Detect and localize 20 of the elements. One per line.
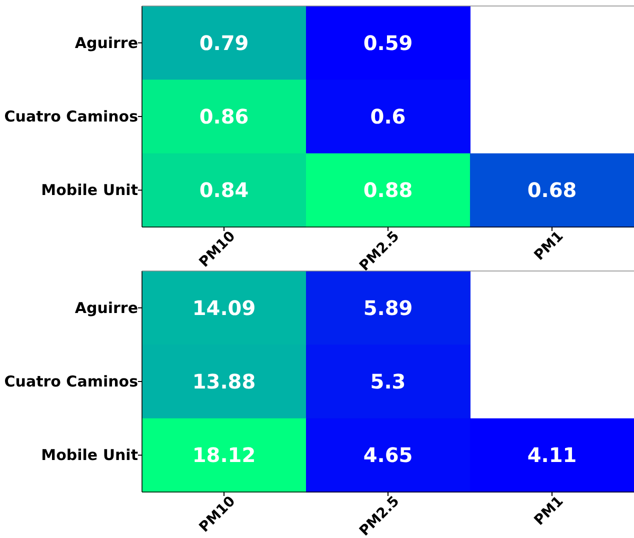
data-label: 14.09 (192, 296, 256, 320)
data-label: 0.6 (370, 104, 406, 128)
data-label: 5.3 (370, 370, 406, 394)
data-label: 13.88 (192, 370, 256, 394)
data-label: 0.68 (527, 178, 577, 202)
data-label: 5.89 (363, 296, 413, 320)
data-label: 0.79 (199, 30, 249, 55)
y-tick-label: Aguirre (74, 298, 138, 317)
y-tick-label: Aguirre (74, 34, 138, 52)
y-tick-label: Mobile Unit (41, 446, 138, 464)
y-tick-label: Cuatro Caminos (4, 108, 138, 126)
y-tick-label: Mobile Unit (41, 181, 138, 200)
data-label: 4.11 (527, 443, 577, 468)
data-label: 0.88 (363, 178, 413, 202)
data-label: 4.65 (363, 443, 413, 468)
data-label: 18.12 (192, 443, 256, 468)
data-label: 0.86 (199, 104, 249, 128)
data-label: 0.84 (199, 178, 249, 202)
y-tick-label: Cuatro Caminos (4, 372, 138, 390)
data-label: 0.59 (363, 30, 413, 55)
